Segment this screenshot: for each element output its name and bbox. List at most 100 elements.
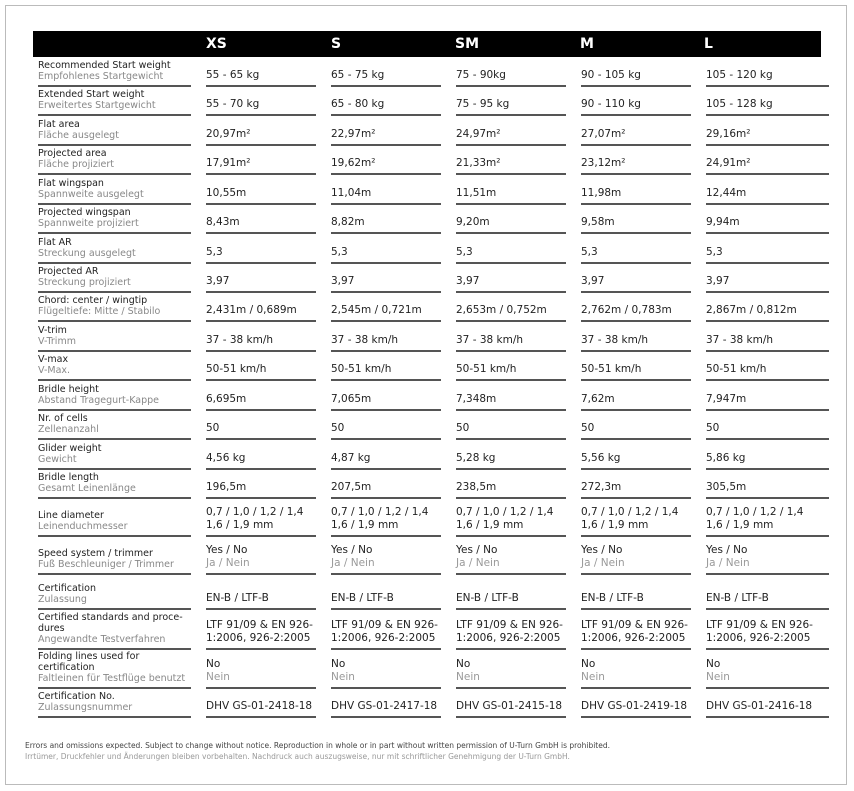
spec-value-de: Ja / Nein [206, 557, 250, 569]
spec-value: 37 - 38 km/h [456, 334, 524, 346]
row-label-en: Flat wingspan [38, 178, 104, 189]
spec-value: 1:2006, 926-2:2005 [456, 632, 561, 644]
spec-value: 20,97m² [206, 128, 251, 140]
spec-value: 3,97 [206, 275, 230, 287]
spec-value: DHV GS-01-2416-18 [706, 700, 813, 712]
size-header: SM [455, 36, 480, 52]
spec-value: 105 - 128 kg [706, 98, 773, 110]
spec-value: 55 - 70 kg [206, 98, 260, 110]
spec-value: EN-B / LTF-B [456, 592, 519, 604]
spec-value: 1:2006, 926-2:2005 [706, 632, 811, 644]
spec-value-de: Nein [581, 671, 605, 683]
spec-value: 207,5m [331, 481, 372, 493]
table-row: Certified standards and proce-dures Angew… [38, 610, 831, 650]
spec-value: 8,43m [206, 216, 240, 228]
table-row: Flat wingspan Spannweite ausgelegt 10,55m 1… [38, 175, 831, 205]
spec-value: 50-51 km/h [581, 363, 642, 375]
row-label-de: Flügeltiefe: Mitte / Stabilo [38, 306, 161, 317]
row-label-en: V-max [38, 354, 69, 365]
spec-value: 5,3 [706, 246, 723, 258]
row-label-de: Spannweite ausgelegt [38, 189, 144, 200]
row-label-en: Certification [38, 583, 96, 594]
spec-value: 55 - 65 kg [206, 69, 260, 81]
row-label-en: Flat area [38, 119, 80, 130]
spec-value-de: Ja / Nein [331, 557, 375, 569]
row-label-de: Fläche projiziert [38, 159, 114, 170]
spec-value: LTF 91/09 & EN 926- [456, 619, 563, 631]
spec-value: EN-B / LTF-B [581, 592, 644, 604]
spec-value: 2,431m / 0,689m [206, 304, 297, 316]
row-label-en: Projected wingspan [38, 207, 131, 218]
row-label-en: Flat AR [38, 237, 72, 248]
row-label-en: Folding lines used for certification [38, 651, 140, 673]
row-label-en: Projected area [38, 148, 107, 159]
spec-value: Yes / No [456, 544, 498, 556]
table-row: Glider weight Gewicht 4,56 kg 4,87 kg 5,28 k… [38, 440, 831, 470]
spec-value: 4,87 kg [331, 452, 371, 464]
row-label-de: Zellenanzahl [38, 424, 99, 435]
spec-value-de: Ja / Nein [581, 557, 625, 569]
spec-value: 105 - 120 kg [706, 69, 773, 81]
spec-value: 12,44m [706, 187, 747, 199]
spec-value: 3,97 [581, 275, 605, 287]
row-label-de: V-Max. [38, 365, 71, 376]
spec-value: 11,51m [456, 187, 497, 199]
table-header: XS S SM M L [33, 31, 821, 57]
row-label-en: Nr. of cells [38, 413, 88, 424]
table-row: Projected wingspan Spannweite projiziert 8… [38, 205, 831, 234]
spec-value: 1,6 / 1,9 mm [581, 519, 649, 531]
row-label-de: Zulassung [38, 594, 87, 605]
size-header: XS [206, 36, 227, 52]
spec-value: 19,62m² [331, 157, 376, 169]
spec-value: No [206, 658, 221, 670]
row-label-en: Speed system / trimmer [38, 548, 153, 559]
table-row: Folding lines used for certification Falt… [38, 650, 831, 689]
spec-value: DHV GS-01-2415-18 [456, 700, 563, 712]
table-row: Projected area Fläche projiziert 17,91m² 19… [38, 146, 831, 175]
spec-value: 6,695m [206, 393, 247, 405]
page-frame [5, 5, 847, 785]
spec-value: 50-51 km/h [706, 363, 767, 375]
spec-value: 3,97 [706, 275, 730, 287]
row-label-en: Projected AR [38, 266, 99, 277]
disclaimer-de: Irrtümer, Druckfehler und Änderungen ble… [25, 752, 570, 761]
row-label-de: Spannweite projiziert [38, 218, 139, 229]
spec-value: 90 - 110 kg [581, 98, 641, 110]
spec-value: 65 - 80 kg [331, 98, 385, 110]
row-label-de: V-Trimm [38, 336, 76, 347]
table-row: Nr. of cells Zellenanzahl 50 50 50 50 50 [38, 411, 831, 440]
size-header: S [331, 36, 342, 52]
row-label-en: dures [38, 623, 65, 634]
table-row: Extended Start weight Erweitertes Startge… [38, 87, 831, 116]
row-label-en: Chord: center / wingtip [38, 295, 148, 306]
spec-value: 5,56 kg [581, 452, 621, 464]
spec-value: 1,6 / 1,9 mm [331, 519, 399, 531]
spec-value: 22,97m² [331, 128, 376, 140]
row-label-en: Line diameter [38, 510, 104, 521]
spec-value: 8,82m [331, 216, 365, 228]
row-label-en: Bridle height [38, 384, 99, 395]
disclaimer-en: Errors and omissions expected. Subject t… [25, 741, 611, 750]
table-row: Flat AR Streckung ausgelegt 5,3 5,3 5,3 5,3 5,… [38, 234, 831, 264]
row-label-en: Certified standards and proce- [38, 612, 183, 623]
row-label-de: Gesamt Leinenlänge [38, 483, 136, 494]
table-row: V-trim V-Trimm 37 - 38 km/h 37 - 38 km/h 37 … [38, 322, 831, 352]
row-label-en: Recommended Start weight [38, 60, 171, 71]
spec-value: EN-B / LTF-B [331, 592, 394, 604]
spec-value-de: Ja / Nein [456, 557, 500, 569]
row-label-en: Extended Start weight [38, 89, 145, 100]
spec-value: 50-51 km/h [331, 363, 392, 375]
spec-value: 7,065m [331, 393, 372, 405]
spec-value: 238,5m [456, 481, 497, 493]
spec-value: 2,867m / 0,812m [706, 304, 797, 316]
spec-value: 7,348m [456, 393, 497, 405]
spec-value: Yes / No [206, 544, 248, 556]
spec-value: 37 - 38 km/h [581, 334, 649, 346]
spec-value: DHV GS-01-2418-18 [206, 700, 313, 712]
spec-value: No [706, 658, 721, 670]
spec-value-de: Ja / Nein [706, 557, 750, 569]
spec-value: 5,28 kg [456, 452, 496, 464]
row-label-en: Bridle length [38, 472, 99, 483]
row-label-de: Erweitertes Startgewicht [38, 100, 156, 111]
spec-value: 196,5m [206, 481, 247, 493]
